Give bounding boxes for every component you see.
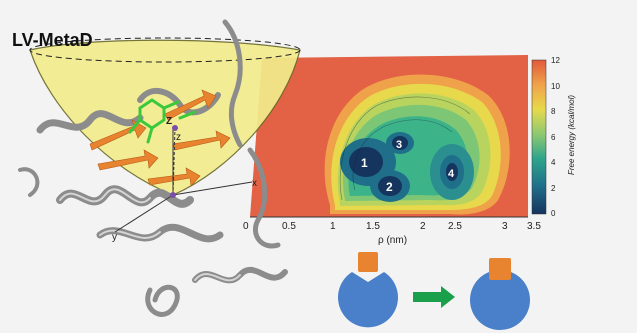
x-tick-label: 2.5 (448, 221, 462, 232)
binding-mechanism (338, 252, 530, 330)
x-tick-label: 1.5 (366, 221, 380, 232)
fes-minimum-2-core (378, 176, 402, 196)
binding-arrow-icon (413, 286, 455, 308)
sphere-center (172, 125, 178, 131)
x-axis-label-cone: x (252, 178, 257, 189)
x-tick-label: 3.5 (527, 221, 541, 232)
x-axis-ticks: 0 0.5 1 1.5 2 2.5 3 3.5 (243, 221, 541, 232)
colorbar-tick: 8 (551, 107, 556, 116)
funnel-rim (29, 37, 301, 63)
protein-cone-illustration: z Z y x (18, 19, 301, 317)
fes-minimum-4-inner (446, 163, 458, 181)
colorbar-tick: 2 (551, 184, 556, 193)
fes-minimum-3-core (392, 136, 408, 150)
x-tick-label: 0.5 (282, 221, 296, 232)
ligand-bound (489, 258, 511, 280)
cone-axes (114, 127, 253, 233)
minimum-label-2: 2 (386, 180, 393, 194)
fes-contour-line (352, 119, 453, 191)
colorbar-tick: 12 (551, 56, 560, 65)
x-tick-label: 3 (502, 221, 508, 232)
colorbar (531, 59, 547, 215)
colorbar-tick: 4 (551, 158, 556, 167)
free-energy-panel: 1 2 3 4 0 0.5 1 1.5 2 2.5 3 3.5 ρ (nm) 1… (243, 55, 576, 246)
z-axis-label: z (176, 132, 181, 143)
colorbar-label: Free energy (kcal/mol) (567, 95, 576, 175)
anchor-point (170, 192, 176, 198)
colorbar-tick: 10 (551, 82, 560, 91)
minimum-label-3: 3 (396, 139, 402, 151)
minimum-label-4: 4 (448, 168, 455, 180)
colorbar-ticks: 12 10 8 6 4 2 0 (551, 56, 560, 218)
fes-contour-line (339, 96, 471, 201)
colorbar-tick: 6 (551, 133, 556, 142)
ligand-sticks (128, 98, 197, 144)
x-tick-label: 1 (330, 221, 336, 232)
colorbar-tick: 0 (551, 209, 556, 218)
sphere-label: Z (166, 116, 172, 127)
x-tick-label: 2 (420, 221, 426, 232)
y-axis-label: y (112, 232, 117, 243)
x-tick-label: 0 (243, 221, 249, 232)
protein-closed (470, 270, 530, 330)
protein-ribbon-highlights (59, 188, 241, 282)
protein-open-pocket (338, 272, 399, 328)
minimum-label-1: 1 (361, 156, 368, 170)
figure-title: LV-MetaD (12, 30, 93, 50)
ligand-unbound (358, 252, 378, 272)
x-axis-label: ρ (nm) (378, 235, 407, 246)
